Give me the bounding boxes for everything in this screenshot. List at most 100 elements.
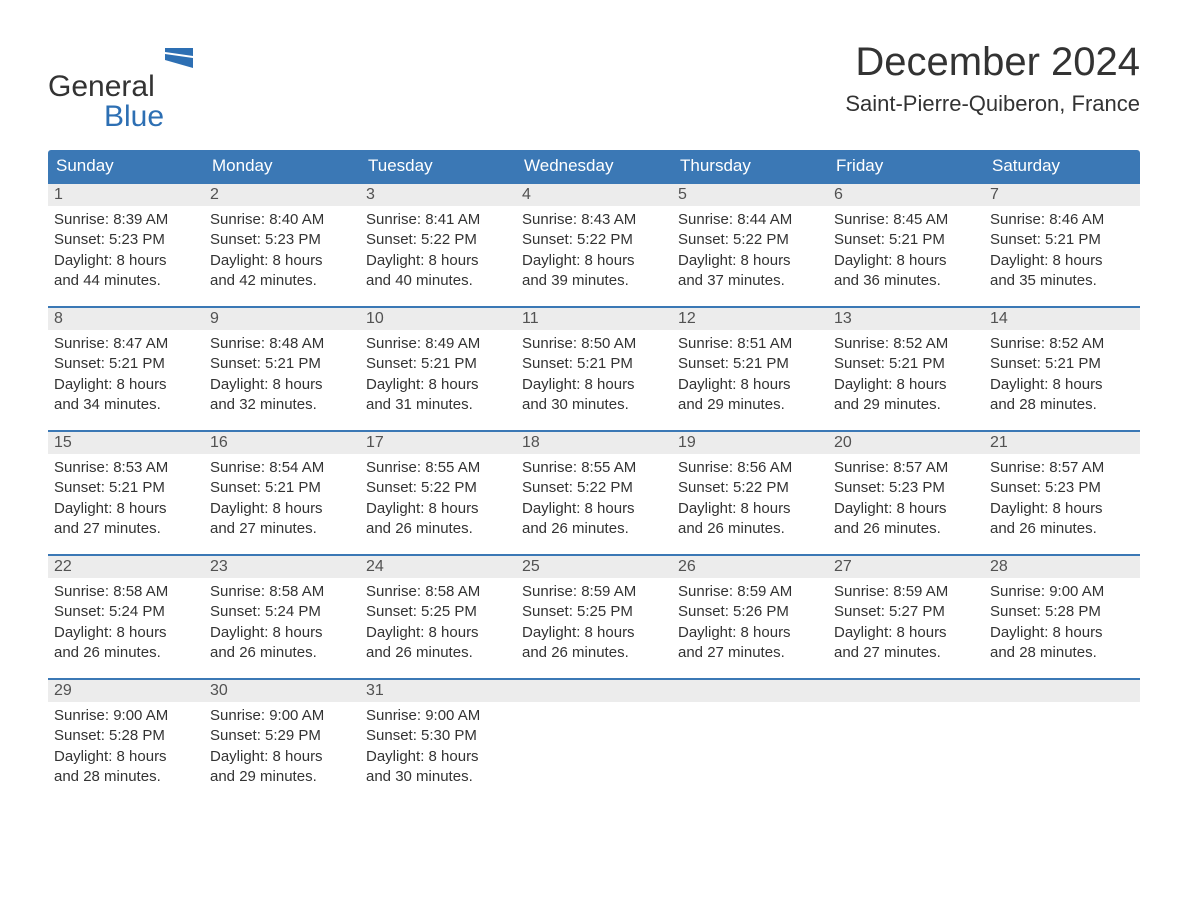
sunrise-line: Sunrise: 8:53 AM	[54, 458, 198, 478]
sunset-line: Sunset: 5:21 PM	[54, 478, 198, 498]
day-cell: 15Sunrise: 8:53 AMSunset: 5:21 PMDayligh…	[48, 432, 204, 554]
daylight-line: and 34 minutes.	[54, 395, 198, 415]
daylight-line: Daylight: 8 hours	[990, 375, 1134, 395]
day-number: 14	[984, 308, 1140, 330]
day-body: Sunrise: 8:53 AMSunset: 5:21 PMDaylight:…	[48, 454, 204, 545]
day-cell	[672, 680, 828, 802]
daylight-line: and 26 minutes.	[990, 519, 1134, 539]
sunrise-line: Sunrise: 8:48 AM	[210, 334, 354, 354]
day-body: Sunrise: 8:46 AMSunset: 5:21 PMDaylight:…	[984, 206, 1140, 297]
day-number: 27	[828, 556, 984, 578]
daylight-line: Daylight: 8 hours	[834, 375, 978, 395]
day-body: Sunrise: 8:47 AMSunset: 5:21 PMDaylight:…	[48, 330, 204, 421]
sunrise-line: Sunrise: 8:43 AM	[522, 210, 666, 230]
sunset-line: Sunset: 5:22 PM	[678, 230, 822, 250]
sunset-line: Sunset: 5:21 PM	[54, 354, 198, 374]
daylight-line: Daylight: 8 hours	[54, 251, 198, 271]
sunrise-line: Sunrise: 8:55 AM	[366, 458, 510, 478]
day-body: Sunrise: 8:59 AMSunset: 5:26 PMDaylight:…	[672, 578, 828, 669]
day-number: 22	[48, 556, 204, 578]
day-number: 6	[828, 184, 984, 206]
daylight-line: Daylight: 8 hours	[210, 747, 354, 767]
sunset-line: Sunset: 5:22 PM	[366, 478, 510, 498]
daylight-line: and 26 minutes.	[54, 643, 198, 663]
weekday-header: Thursday	[672, 150, 828, 182]
sunset-line: Sunset: 5:22 PM	[678, 478, 822, 498]
day-cell: 22Sunrise: 8:58 AMSunset: 5:24 PMDayligh…	[48, 556, 204, 678]
day-number: 29	[48, 680, 204, 702]
day-body: Sunrise: 8:59 AMSunset: 5:27 PMDaylight:…	[828, 578, 984, 669]
daylight-line: Daylight: 8 hours	[366, 623, 510, 643]
logo-text: General Blue	[48, 48, 193, 132]
sunrise-line: Sunrise: 8:39 AM	[54, 210, 198, 230]
day-body: Sunrise: 8:58 AMSunset: 5:25 PMDaylight:…	[360, 578, 516, 669]
daylight-line: and 42 minutes.	[210, 271, 354, 291]
sunrise-line: Sunrise: 8:52 AM	[834, 334, 978, 354]
daylight-line: Daylight: 8 hours	[678, 375, 822, 395]
week-row: 1Sunrise: 8:39 AMSunset: 5:23 PMDaylight…	[48, 182, 1140, 306]
week-row: 15Sunrise: 8:53 AMSunset: 5:21 PMDayligh…	[48, 430, 1140, 554]
sunrise-line: Sunrise: 8:57 AM	[834, 458, 978, 478]
week-row: 29Sunrise: 9:00 AMSunset: 5:28 PMDayligh…	[48, 678, 1140, 802]
day-cell: 3Sunrise: 8:41 AMSunset: 5:22 PMDaylight…	[360, 184, 516, 306]
day-number: 18	[516, 432, 672, 454]
day-cell: 16Sunrise: 8:54 AMSunset: 5:21 PMDayligh…	[204, 432, 360, 554]
daylight-line: Daylight: 8 hours	[54, 499, 198, 519]
daylight-line: and 28 minutes.	[990, 643, 1134, 663]
daylight-line: and 28 minutes.	[990, 395, 1134, 415]
day-cell	[984, 680, 1140, 802]
daylight-line: and 27 minutes.	[210, 519, 354, 539]
day-number: 20	[828, 432, 984, 454]
daylight-line: and 27 minutes.	[54, 519, 198, 539]
weekday-header: Saturday	[984, 150, 1140, 182]
daylight-line: and 28 minutes.	[54, 767, 198, 787]
sunset-line: Sunset: 5:21 PM	[834, 354, 978, 374]
logo-word1: General	[48, 70, 155, 103]
day-number: 3	[360, 184, 516, 206]
day-body: Sunrise: 8:55 AMSunset: 5:22 PMDaylight:…	[360, 454, 516, 545]
sunset-line: Sunset: 5:28 PM	[990, 602, 1134, 622]
day-body: Sunrise: 8:59 AMSunset: 5:25 PMDaylight:…	[516, 578, 672, 669]
sunrise-line: Sunrise: 8:56 AM	[678, 458, 822, 478]
day-cell: 31Sunrise: 9:00 AMSunset: 5:30 PMDayligh…	[360, 680, 516, 802]
sunset-line: Sunset: 5:22 PM	[366, 230, 510, 250]
daylight-line: and 26 minutes.	[522, 519, 666, 539]
day-number: 9	[204, 308, 360, 330]
day-cell: 6Sunrise: 8:45 AMSunset: 5:21 PMDaylight…	[828, 184, 984, 306]
day-cell: 7Sunrise: 8:46 AMSunset: 5:21 PMDaylight…	[984, 184, 1140, 306]
day-cell: 10Sunrise: 8:49 AMSunset: 5:21 PMDayligh…	[360, 308, 516, 430]
day-cell: 23Sunrise: 8:58 AMSunset: 5:24 PMDayligh…	[204, 556, 360, 678]
logo: General Blue	[48, 40, 193, 132]
day-cell: 24Sunrise: 8:58 AMSunset: 5:25 PMDayligh…	[360, 556, 516, 678]
daylight-line: and 29 minutes.	[210, 767, 354, 787]
day-body: Sunrise: 8:55 AMSunset: 5:22 PMDaylight:…	[516, 454, 672, 545]
day-cell: 29Sunrise: 9:00 AMSunset: 5:28 PMDayligh…	[48, 680, 204, 802]
day-number: 23	[204, 556, 360, 578]
day-number	[828, 680, 984, 702]
weekday-header-row: Sunday Monday Tuesday Wednesday Thursday…	[48, 150, 1140, 182]
day-cell: 21Sunrise: 8:57 AMSunset: 5:23 PMDayligh…	[984, 432, 1140, 554]
weekday-header: Sunday	[48, 150, 204, 182]
daylight-line: and 44 minutes.	[54, 271, 198, 291]
day-cell: 14Sunrise: 8:52 AMSunset: 5:21 PMDayligh…	[984, 308, 1140, 430]
daylight-line: Daylight: 8 hours	[834, 623, 978, 643]
day-body: Sunrise: 8:40 AMSunset: 5:23 PMDaylight:…	[204, 206, 360, 297]
sunset-line: Sunset: 5:23 PM	[990, 478, 1134, 498]
sunset-line: Sunset: 5:21 PM	[522, 354, 666, 374]
day-body: Sunrise: 9:00 AMSunset: 5:29 PMDaylight:…	[204, 702, 360, 793]
day-number: 7	[984, 184, 1140, 206]
sunrise-line: Sunrise: 8:59 AM	[678, 582, 822, 602]
day-cell	[828, 680, 984, 802]
sunrise-line: Sunrise: 9:00 AM	[54, 706, 198, 726]
sunrise-line: Sunrise: 8:49 AM	[366, 334, 510, 354]
day-number: 21	[984, 432, 1140, 454]
daylight-line: and 40 minutes.	[366, 271, 510, 291]
day-number: 4	[516, 184, 672, 206]
daylight-line: and 26 minutes.	[678, 519, 822, 539]
sunrise-line: Sunrise: 8:51 AM	[678, 334, 822, 354]
daylight-line: Daylight: 8 hours	[678, 499, 822, 519]
day-number: 26	[672, 556, 828, 578]
day-number: 28	[984, 556, 1140, 578]
day-number: 12	[672, 308, 828, 330]
sunset-line: Sunset: 5:22 PM	[522, 478, 666, 498]
